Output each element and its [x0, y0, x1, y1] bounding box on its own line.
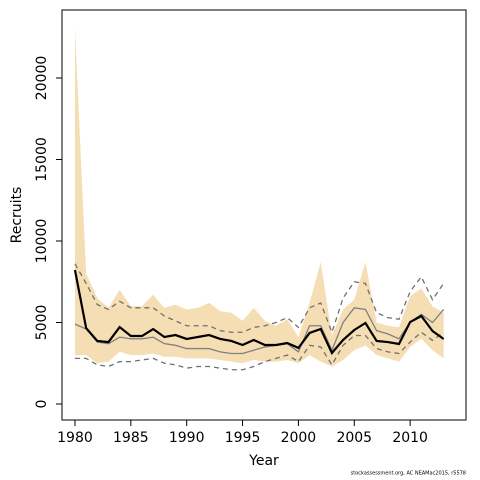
x-tick-label: 1985 — [113, 430, 149, 446]
x-tick-label: 2000 — [281, 430, 317, 446]
x-tick-label: 2010 — [392, 430, 428, 446]
series-line — [73, 269, 445, 355]
y-tick-label: 5000 — [34, 305, 50, 341]
y-axis-label: Recruits — [9, 187, 25, 244]
series-line — [74, 331, 445, 371]
plot-frame — [61, 9, 467, 421]
x-tick-label: 2005 — [336, 430, 372, 446]
series-line — [74, 307, 445, 355]
series-line — [74, 263, 445, 335]
x-tick-label: 1990 — [169, 430, 205, 446]
footnote: stockassessment.org, AC NEAMac2015, r557… — [351, 471, 466, 477]
confidence-band — [74, 27, 444, 367]
y-tick-label: 10000 — [34, 219, 50, 264]
y-tick-label: 15000 — [34, 137, 50, 182]
y-tick-label: 0 — [34, 400, 50, 409]
x-tick-label: 1980 — [57, 430, 93, 446]
x-axis-label: Year — [248, 453, 279, 469]
y-tick-label: 20000 — [34, 56, 50, 101]
x-tick-label: 1995 — [225, 430, 261, 446]
